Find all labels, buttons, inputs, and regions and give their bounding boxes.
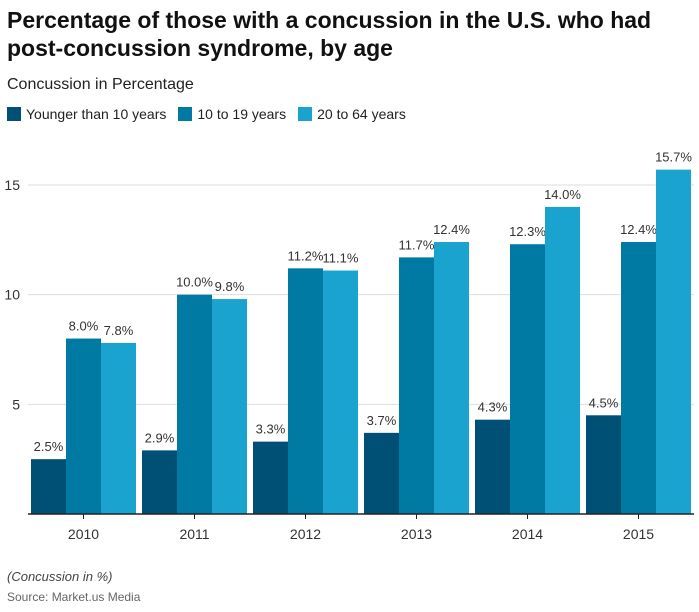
data-label: 11.2%	[288, 248, 324, 263]
data-label: 14.0%	[544, 187, 581, 202]
chart-source: Source: Market.us Media	[7, 590, 141, 604]
legend-item: 10 to 19 years	[178, 106, 286, 122]
data-label: 8.0%	[69, 319, 99, 334]
bar	[323, 270, 358, 514]
x-tick-label: 2011	[179, 526, 209, 542]
bar	[101, 342, 136, 514]
data-label: 15.7%	[655, 150, 692, 165]
bar	[545, 206, 580, 514]
bar	[31, 459, 66, 514]
bar	[510, 244, 545, 514]
legend-item: 20 to 64 years	[298, 106, 406, 122]
data-label: 10.0%	[176, 275, 213, 290]
x-tick-label: 2010	[68, 526, 99, 542]
data-label: 2.5%	[34, 439, 64, 454]
legend-swatch	[7, 107, 21, 121]
bar	[475, 419, 510, 514]
data-label: 3.3%	[256, 422, 286, 437]
bar	[364, 432, 399, 514]
bar	[656, 169, 691, 514]
bar	[434, 242, 469, 514]
chart-subtitle: Concussion in Percentage	[7, 76, 194, 93]
legend-label: 10 to 19 years	[197, 106, 287, 122]
legend-item: Younger than 10 years	[7, 106, 166, 122]
bar	[288, 268, 323, 514]
data-label: 2.9%	[145, 430, 175, 445]
data-label: 12.4%	[620, 222, 657, 237]
chart-note: (Concussion in %)	[7, 569, 113, 584]
bar	[399, 257, 434, 514]
x-tick-label: 2014	[512, 526, 543, 542]
data-label: 4.5%	[589, 395, 619, 410]
x-tick-label: 2012	[290, 526, 321, 542]
bar	[212, 299, 247, 514]
data-label: 11.7%	[399, 237, 435, 252]
data-label: 3.7%	[367, 413, 397, 428]
x-tick-label: 2013	[401, 526, 432, 542]
y-tick-label: 15	[4, 177, 20, 193]
legend-label: Younger than 10 years	[26, 106, 167, 122]
data-label: 9.8%	[215, 279, 245, 294]
y-tick-label: 5	[12, 396, 20, 412]
data-label: 12.3%	[509, 224, 546, 239]
legend-label: 20 to 64 years	[317, 106, 406, 122]
legend-swatch	[178, 107, 193, 121]
data-label: 12.4%	[433, 222, 470, 237]
bar	[621, 242, 656, 514]
data-label: 4.3%	[478, 400, 508, 415]
data-label: 11.1%	[323, 251, 359, 266]
chart-title: Percentage of those with a concussion in…	[7, 7, 652, 61]
bar	[66, 338, 101, 514]
bar	[177, 294, 212, 514]
y-tick-label: 10	[4, 287, 20, 303]
data-label: 7.8%	[104, 323, 134, 338]
legend: Younger than 10 years 10 to 19 years 20 to…	[7, 106, 406, 122]
bar	[586, 415, 621, 514]
bar	[142, 450, 177, 514]
legend-swatch	[298, 107, 313, 121]
bar	[253, 441, 288, 514]
x-tick-label: 2015	[623, 526, 654, 542]
